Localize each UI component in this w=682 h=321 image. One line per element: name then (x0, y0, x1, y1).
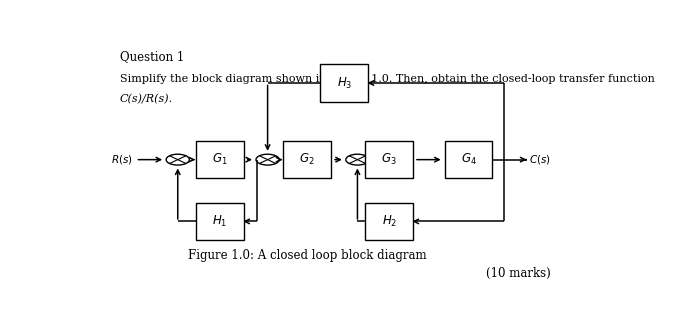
Text: $H_1$: $H_1$ (212, 214, 228, 229)
Text: $G_3$: $G_3$ (381, 152, 397, 167)
Text: $H_3$: $H_3$ (336, 75, 352, 91)
Text: $G_4$: $G_4$ (460, 152, 477, 167)
Bar (284, 141, 331, 178)
Text: $G_1$: $G_1$ (212, 152, 228, 167)
Bar (196, 203, 244, 240)
Text: $G_2$: $G_2$ (299, 152, 315, 167)
Text: Simplify the block diagram shown in Figure 1.0. Then, obtain the closed-loop tra: Simplify the block diagram shown in Figu… (119, 74, 655, 84)
Text: $R(s)$: $R(s)$ (111, 153, 133, 166)
Text: (10 marks): (10 marks) (486, 267, 550, 280)
Bar (445, 141, 492, 178)
Text: $H_2$: $H_2$ (381, 214, 397, 229)
Text: $C(s)$: $C(s)$ (529, 153, 551, 166)
Bar (196, 141, 244, 178)
Text: Question 1: Question 1 (119, 50, 184, 63)
Bar (321, 65, 368, 101)
Bar (366, 141, 413, 178)
Bar (366, 203, 413, 240)
Text: Figure 1.0: A closed loop block diagram: Figure 1.0: A closed loop block diagram (188, 249, 426, 262)
Text: C(s)/R(s).: C(s)/R(s). (119, 94, 173, 104)
